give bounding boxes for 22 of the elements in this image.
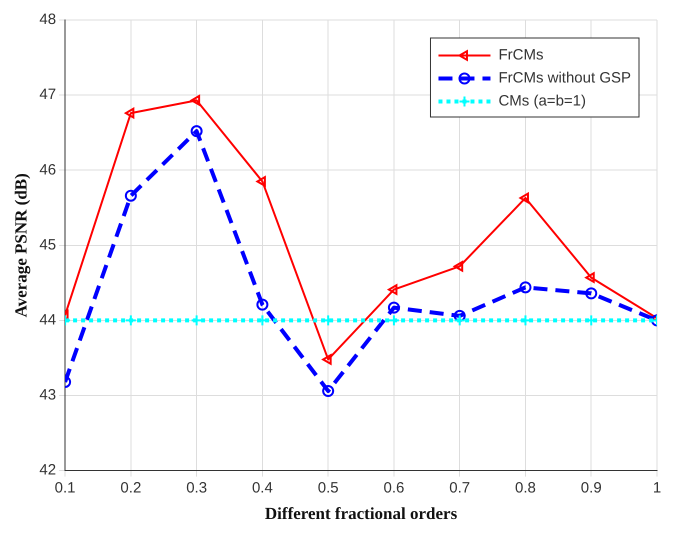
x-tick-label: 0.9 — [580, 480, 602, 497]
x-tick-label: 0.1 — [54, 480, 76, 497]
legend-label: CMs (a=b=1) — [498, 92, 586, 110]
x-tick-label: 0.5 — [318, 480, 339, 497]
legend-label: FrCMs — [498, 46, 544, 64]
x-tick-label: 0.4 — [252, 480, 273, 497]
x-tick-label: 0.2 — [120, 480, 142, 497]
x-axis-title: Different fractional orders — [264, 504, 458, 524]
x-tick-label: 0.7 — [449, 480, 470, 497]
x-tick-label: 1 — [652, 480, 662, 497]
y-axis-title: Average PSNR (dB) — [12, 173, 31, 318]
y-tick-label: 47 — [39, 86, 56, 104]
y-tick-label: 48 — [39, 11, 56, 28]
x-tick-label: 0.8 — [515, 480, 536, 497]
legend-label: FrCMs without GSP — [498, 70, 632, 87]
y-tick-label: 44 — [39, 312, 56, 329]
x-tick-label: 0.6 — [383, 480, 404, 497]
y-tick-label: 46 — [39, 161, 56, 178]
y-tick-label: 45 — [39, 236, 56, 254]
y-tick-label: 43 — [39, 386, 56, 404]
x-tick-label: 0.3 — [186, 480, 208, 497]
y-tick-label: 42 — [39, 462, 56, 479]
